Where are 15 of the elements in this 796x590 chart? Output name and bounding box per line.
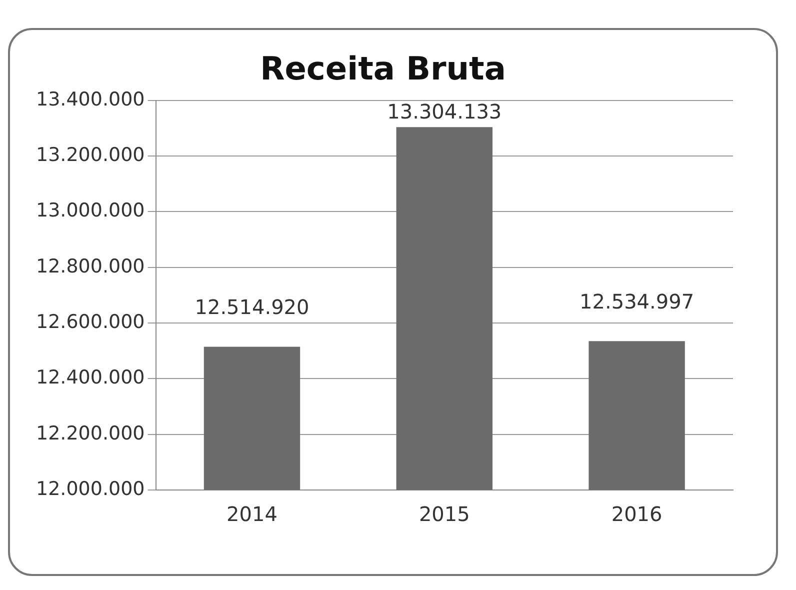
y-tick-label: 12.000.000 — [36, 478, 145, 500]
x-tick-label: 2014 — [226, 502, 278, 526]
y-tick-label: 12.600.000 — [36, 310, 145, 333]
x-tick-label: 2016 — [611, 502, 662, 526]
data-label: 12.514.920 — [194, 294, 310, 319]
x-tick-label: 2015 — [418, 502, 470, 526]
data-label: 13.304.133 — [387, 99, 502, 124]
data-label: 12.534.997 — [580, 289, 694, 314]
y-tick-label: 13.200.000 — [36, 144, 145, 166]
y-tick-label: 13.000.000 — [36, 200, 145, 222]
y-tick-label: 12.800.000 — [36, 255, 145, 278]
y-tick-label: 13.400.000 — [36, 88, 145, 110]
y-tick-label: 12.400.000 — [36, 366, 145, 389]
chart-title: Receita Bruta — [260, 50, 506, 88]
y-tick-label: 12.200.000 — [36, 422, 145, 444]
